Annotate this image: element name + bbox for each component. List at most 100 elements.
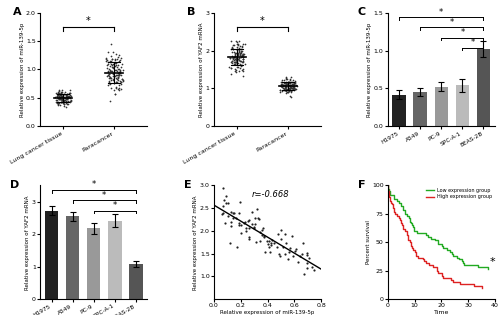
Point <box>280 88 288 93</box>
Point <box>230 47 237 52</box>
Y-axis label: Percent survival: Percent survival <box>366 220 370 264</box>
Point <box>282 88 290 93</box>
Point <box>232 39 240 44</box>
Point <box>58 89 66 94</box>
Point <box>108 77 116 82</box>
Point <box>250 226 258 231</box>
Line: High expression group: High expression group <box>388 186 482 288</box>
Point <box>258 232 266 238</box>
Point <box>230 54 238 59</box>
Point <box>104 78 112 83</box>
Point <box>289 85 297 90</box>
Point <box>239 54 247 60</box>
Point <box>64 94 72 100</box>
Point <box>56 95 64 100</box>
Point <box>227 59 235 64</box>
Point <box>66 93 74 98</box>
Point <box>279 86 287 91</box>
Point <box>236 49 244 54</box>
Point <box>118 86 126 91</box>
Point <box>288 86 296 91</box>
Point <box>286 81 294 86</box>
Point <box>102 57 110 62</box>
Point <box>112 79 120 84</box>
Point <box>58 94 66 100</box>
Point <box>282 83 290 88</box>
Point <box>282 87 290 92</box>
Point <box>63 91 71 96</box>
Point <box>113 80 121 85</box>
Point <box>226 71 234 76</box>
Point <box>288 233 296 238</box>
Point <box>60 95 68 100</box>
Point <box>294 260 302 265</box>
Point <box>281 88 289 93</box>
Point <box>240 51 248 56</box>
Low expression group <box>414 231 420 235</box>
Low expression group <box>398 203 404 206</box>
Point <box>246 226 254 231</box>
Point <box>66 99 74 104</box>
Point <box>232 56 239 61</box>
Point <box>224 214 232 219</box>
Point <box>248 222 256 227</box>
Point <box>280 77 288 83</box>
Point <box>238 59 246 64</box>
Point <box>239 58 247 63</box>
Point <box>237 64 245 69</box>
Point <box>284 80 292 85</box>
Point <box>51 95 59 100</box>
Low expression group <box>404 214 409 218</box>
Point <box>276 87 284 92</box>
Point <box>61 95 69 100</box>
Low expression group <box>439 244 445 248</box>
Bar <box>476 49 490 126</box>
Point <box>54 93 62 98</box>
Low expression group <box>400 208 406 212</box>
Low expression group <box>432 238 438 242</box>
Point <box>231 66 239 71</box>
Point <box>238 67 246 72</box>
Point <box>282 90 290 95</box>
Point <box>226 241 234 246</box>
Point <box>54 90 62 95</box>
Point <box>286 245 294 250</box>
Point <box>66 90 74 95</box>
Point <box>115 67 123 72</box>
High expression group <box>391 208 397 212</box>
Point <box>232 216 240 221</box>
Point <box>104 75 112 80</box>
Point <box>220 211 228 216</box>
Point <box>238 54 246 59</box>
Point <box>106 75 114 80</box>
Point <box>281 84 289 89</box>
Point <box>58 94 66 99</box>
Point <box>230 59 237 64</box>
Point <box>112 80 120 85</box>
Low expression group <box>425 235 431 238</box>
Point <box>58 100 66 105</box>
Point <box>57 89 65 94</box>
Point <box>104 83 112 88</box>
Point <box>298 251 306 256</box>
Point <box>116 69 124 74</box>
Point <box>232 51 239 56</box>
Point <box>303 252 311 257</box>
Point <box>56 99 64 104</box>
Point <box>240 51 248 56</box>
Point <box>118 67 126 72</box>
Point <box>112 85 120 90</box>
Point <box>232 59 240 64</box>
Point <box>278 85 286 90</box>
Point <box>112 92 120 97</box>
Point <box>106 42 114 47</box>
Point <box>232 58 240 63</box>
Point <box>112 62 120 67</box>
Point <box>291 78 299 83</box>
Point <box>107 76 115 81</box>
Point <box>230 61 238 66</box>
Point <box>228 45 235 50</box>
Point <box>114 74 122 79</box>
Point <box>252 240 260 245</box>
Low expression group <box>410 225 416 229</box>
